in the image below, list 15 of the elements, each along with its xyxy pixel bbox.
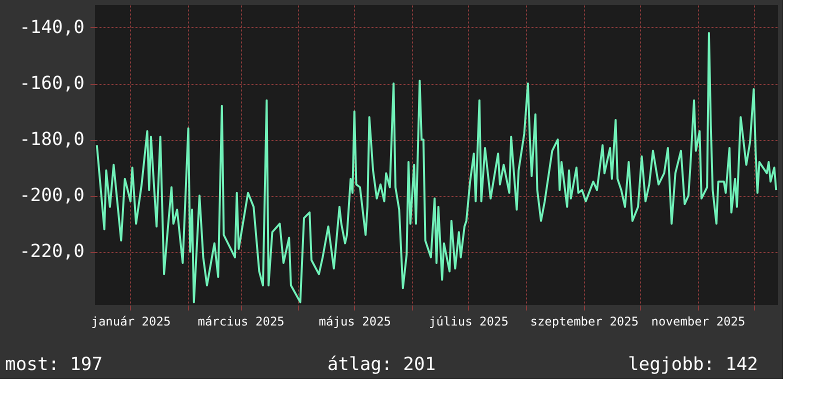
y-tick-label: -220,0 [19,241,84,262]
y-tick-label: -180,0 [19,129,84,150]
x-tick-label: szeptember 2025 [530,314,639,328]
x-tick-label: május 2025 [318,314,392,328]
x-tick-label: november 2025 [651,314,746,328]
y-tick-label: -160,0 [19,73,84,94]
text: legjobb: 142 [628,354,758,375]
text: átlag: 201 [327,354,436,375]
y-tick-label: -200,0 [19,185,84,206]
text: most: 197 [5,354,103,375]
x-tick-label: március 2025 [198,314,284,328]
line-series [96,32,778,304]
x-tick-label: január 2025 [91,314,171,328]
x-tick-label: július 2025 [428,314,508,328]
y-tick-label: -140,0 [19,16,84,38]
